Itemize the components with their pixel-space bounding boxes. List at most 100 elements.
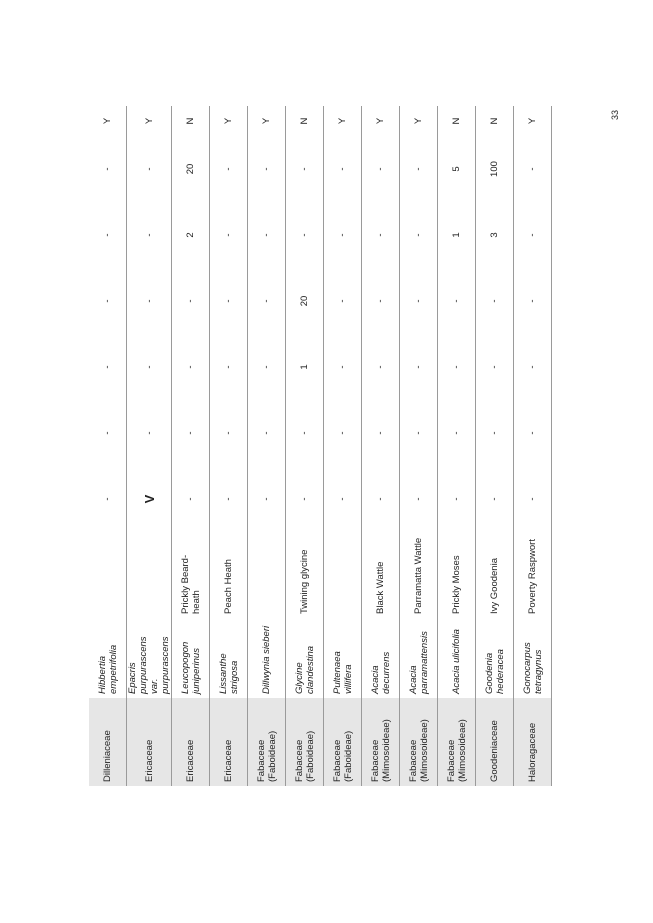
family-cell: Dilleniaceae — [89, 698, 127, 786]
value-cell-2: - — [247, 400, 286, 466]
value-cell-3: - — [323, 334, 362, 400]
common-name-cell — [247, 532, 286, 618]
native-status-cell: Y — [126, 106, 172, 136]
value-cell-3: - — [247, 334, 286, 400]
species-table-body: Dilleniaceae Hibbertia empetrifolia - - - - - -… — [89, 106, 552, 786]
family-cell: Ericaceae — [171, 698, 210, 786]
page-number: 33 — [610, 109, 620, 120]
common-name-cell: Prickly Beard-heath — [171, 532, 210, 618]
value-cell-6: - — [399, 136, 438, 202]
native-status-cell: Y — [361, 106, 400, 136]
value-cell-3: - — [475, 334, 514, 400]
family-cell: Ericaceae — [209, 698, 248, 786]
value-cell-6: - — [126, 136, 172, 202]
rotated-table-wrapper: Dilleniaceae Hibbertia empetrifolia - - - - - -… — [89, 106, 555, 786]
value-cell-4: - — [437, 268, 476, 334]
family-cell: Ericaceae — [126, 698, 172, 786]
value-cell-3: - — [513, 334, 552, 400]
value-cell-2: - — [285, 400, 324, 466]
native-status-cell: N — [437, 106, 476, 136]
scientific-name-cell: Hibbertia empetrifolia — [96, 644, 119, 694]
value-cell-2: - — [513, 400, 552, 466]
table-row: Ericaceae Lissanthe strigosa Peach Heath - -… — [209, 106, 248, 786]
native-status-cell: N — [171, 106, 210, 136]
value-cell-1: - — [247, 466, 286, 532]
value-cell-6: - — [102, 167, 113, 171]
value-cell-5: - — [247, 202, 286, 268]
value-cell-2: - — [171, 400, 210, 466]
value-cell-2: - — [323, 400, 362, 466]
value-cell-4: - — [475, 268, 514, 334]
value-cell-1: - — [285, 466, 324, 532]
value-cell-3: - — [399, 334, 438, 400]
family-cell: Fabaceae (Faboideae) — [323, 698, 362, 786]
table-row: Fabaceae (Faboideae) Pultenaea villifera -… — [323, 106, 362, 786]
scientific-name-cell: Dillwynia sieberi — [247, 618, 286, 698]
value-cell-1: - — [437, 466, 476, 532]
common-name-cell: Poverty Raspwort — [513, 532, 552, 618]
scientific-name-cell: Acacia ulicifolia — [437, 618, 476, 698]
value-cell-4: 20 — [285, 268, 324, 334]
value-cell-5: 2 — [171, 202, 210, 268]
value-cell-3: - — [209, 334, 248, 400]
scientific-name-cell: Leucopogon juniperinus — [171, 618, 210, 698]
value-cell-2: - — [437, 400, 476, 466]
value-cell-5: - — [102, 233, 113, 237]
table-row: Dilleniaceae Hibbertia empetrifolia - - - - - -… — [89, 106, 127, 786]
value-cell-1: - — [475, 466, 514, 532]
table-row: Fabaceae (Mimosoideae) Acacia ulicifolia P… — [437, 106, 476, 786]
table-row: Fabaceae (Faboideae) Dillwynia sieberi - - -… — [247, 106, 286, 786]
value-cell-6: - — [361, 136, 400, 202]
value-cell-2: - — [102, 431, 113, 435]
native-status-cell: Y — [323, 106, 362, 136]
family-cell: Haloragaceae — [513, 698, 552, 786]
value-cell-6: - — [247, 136, 286, 202]
value-cell-2: - — [209, 400, 248, 466]
value-cell-2: - — [126, 400, 172, 466]
family-cell: Fabaceae (Mimosoideae) — [399, 698, 438, 786]
table-row: Ericaceae Leucopogon juniperinus Prickly B… — [171, 106, 210, 786]
value-cell-6: - — [209, 136, 248, 202]
scientific-name-cell: Goodenia hederacea — [475, 618, 514, 698]
native-status-cell: N — [285, 106, 324, 136]
value-cell-4: - — [323, 268, 362, 334]
native-status-cell: Y — [209, 106, 248, 136]
value-cell-4: - — [126, 268, 172, 334]
value-cell-5: - — [285, 202, 324, 268]
value-cell-1: - — [323, 466, 362, 532]
value-cell-4: - — [361, 268, 400, 334]
species-table: Dilleniaceae Hibbertia empetrifolia - - - - - -… — [89, 106, 552, 786]
value-cell-2: - — [399, 400, 438, 466]
value-cell-3: - — [126, 334, 172, 400]
value-cell-5: - — [513, 202, 552, 268]
table-row: Goodeniaceae Goodenia hederacea Ivy Gooden… — [475, 106, 514, 786]
value-cell-6: - — [285, 136, 324, 202]
value-cell-1: - — [513, 466, 552, 532]
value-cell-2: - — [475, 400, 514, 466]
value-cell-5: - — [126, 202, 172, 268]
common-name-cell — [126, 532, 172, 618]
family-cell: Fabaceae (Faboideae) — [247, 698, 286, 786]
value-cell-5: 1 — [437, 202, 476, 268]
value-cell-4: - — [102, 299, 113, 303]
family-cell: Fabaceae (Mimosoideae) — [361, 698, 400, 786]
common-name-cell — [323, 532, 362, 618]
scientific-name-cell: Acacia decurrens — [361, 618, 400, 698]
value-cell-6: - — [513, 136, 552, 202]
value-cell-4: - — [171, 268, 210, 334]
common-name-cell: Prickly Moses — [437, 532, 476, 618]
scientific-name-cell: Gonocarpus tetragynus — [513, 618, 552, 698]
common-name-cell: Twining glycine — [285, 532, 324, 618]
scientific-name-cell: Pultenaea villifera — [323, 618, 362, 698]
value-cell-4: - — [247, 268, 286, 334]
value-cell-1: - — [171, 466, 210, 532]
value-cell-1: - — [102, 497, 113, 501]
value-cell-6: 20 — [171, 136, 210, 202]
value-cell-3: - — [361, 334, 400, 400]
native-status-cell: Y — [513, 106, 552, 136]
value-cell-1: - — [399, 466, 438, 532]
common-name-cell: Parramatta Wattle — [399, 532, 438, 618]
value-cell-3: 1 — [285, 334, 324, 400]
family-cell: Goodeniaceae — [475, 698, 514, 786]
value-cell-5: - — [323, 202, 362, 268]
